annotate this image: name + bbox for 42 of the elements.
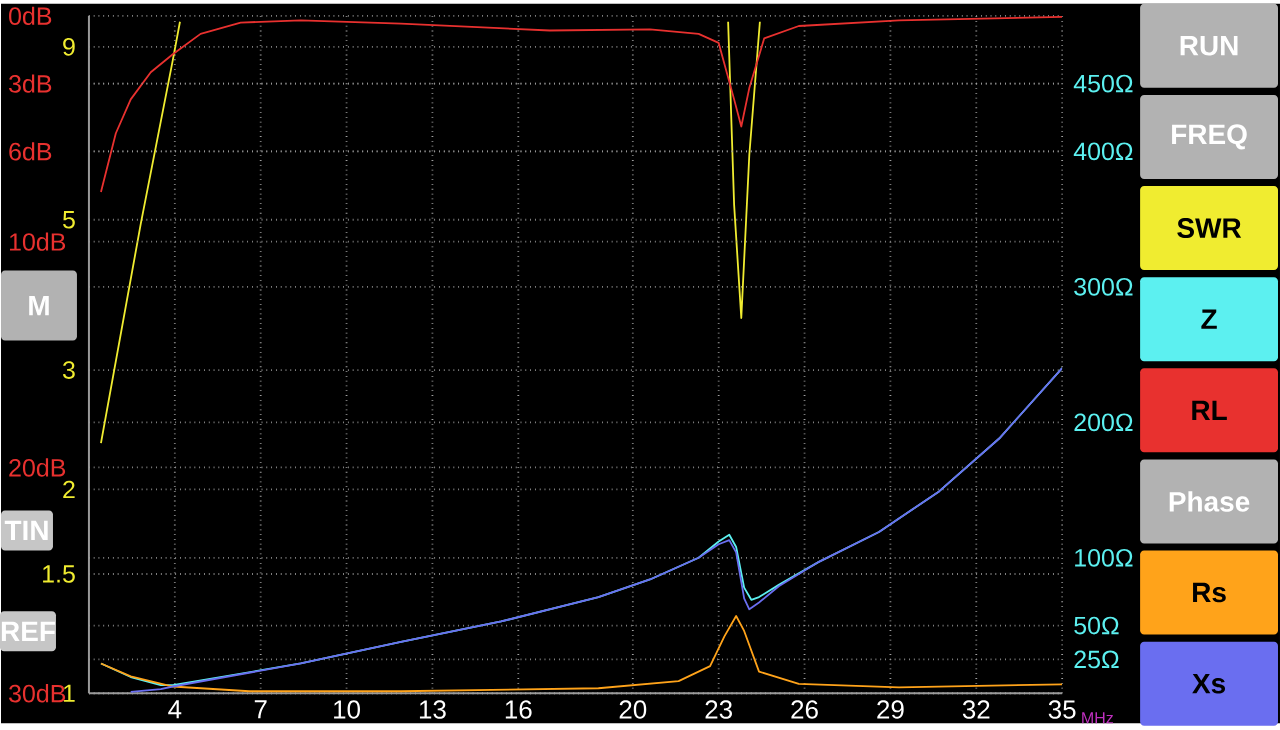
y2-tick-label: 6dB (9, 142, 52, 161)
x-tick-label: 20 (619, 700, 647, 719)
text: RL (1192, 400, 1227, 420)
y3-tick-label: 50Ω (1074, 616, 1119, 635)
y2-tick-label: 3dB (9, 74, 52, 93)
x-tick-label: 13 (419, 700, 446, 719)
y-tick-label: 3 (62, 361, 75, 379)
y2-tick-label: 10dB (9, 232, 66, 251)
x-tick-label: 10 (334, 700, 360, 719)
text: Z (1201, 309, 1217, 329)
y2-tick-label: 0dB (9, 6, 52, 25)
x-tick-label: 35 (1048, 700, 1076, 719)
y3-tick-label: 100Ω (1075, 548, 1133, 567)
x-tick-label: 32 (962, 700, 990, 719)
y2-tick-label: 20dB (9, 458, 66, 477)
x-tick-label: 23 (705, 700, 732, 719)
x-tick-label: 26 (791, 700, 818, 719)
y2-tick-label: 30dB (9, 684, 66, 703)
y3-tick-label: 300Ω (1074, 277, 1133, 296)
text: Phase (1169, 491, 1250, 512)
y3-tick-label: 450Ω (1073, 74, 1133, 93)
x-tick-label: 16 (505, 700, 532, 719)
x-tick-label: 7 (254, 700, 267, 719)
text: Xs (1192, 673, 1226, 694)
y3-tick-label: 400Ω (1073, 142, 1133, 161)
text: TIN (4, 520, 48, 541)
text: SWR (1177, 218, 1242, 238)
text: REF (1, 621, 55, 641)
y-tick-label: 1 (63, 684, 75, 702)
y-tick-label: 5 (62, 211, 75, 229)
y-tick-label: 1.5 (43, 565, 75, 583)
y3-tick-label: 200Ω (1074, 413, 1133, 432)
text: RUN (1180, 36, 1238, 56)
text: FREQ (1172, 124, 1247, 150)
text: M (29, 295, 49, 316)
y3-tick-label: 25Ω (1074, 650, 1119, 669)
x-axis-title: MHz (1082, 712, 1113, 724)
x-tick-label: 29 (877, 700, 904, 719)
y-tick-label: 2 (63, 480, 75, 499)
y-tick-label: 9 (63, 37, 75, 56)
text: Rs (1193, 582, 1226, 603)
x-tick-label: 4 (168, 700, 182, 719)
